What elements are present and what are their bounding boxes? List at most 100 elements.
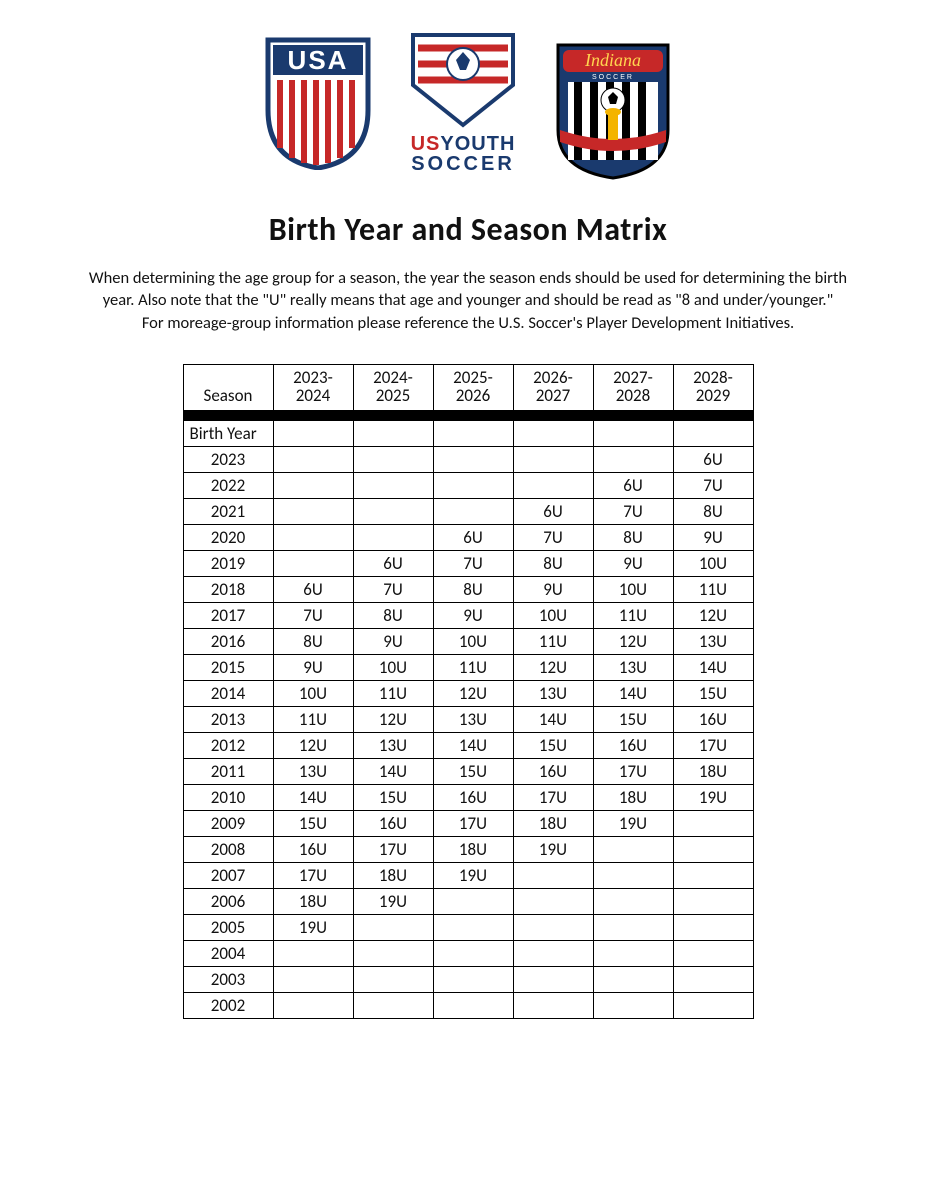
age-cell xyxy=(513,473,593,499)
age-cell: 16U xyxy=(513,759,593,785)
age-cell: 13U xyxy=(433,707,513,733)
season-column-header: 2023-2024 xyxy=(273,364,353,410)
age-cell: 11U xyxy=(513,629,593,655)
age-cell xyxy=(353,525,433,551)
birthyear-cell: 2015 xyxy=(183,655,273,681)
age-cell: 12U xyxy=(593,629,673,655)
age-cell xyxy=(673,941,753,967)
age-cell: 19U xyxy=(673,785,753,811)
age-cell: 10U xyxy=(353,655,433,681)
season-column-header: 2025-2026 xyxy=(433,364,513,410)
age-cell xyxy=(353,941,433,967)
age-cell: 10U xyxy=(433,629,513,655)
age-cell: 8U xyxy=(593,525,673,551)
age-cell xyxy=(673,915,753,941)
table-row: 200816U17U18U19U xyxy=(183,837,753,863)
age-cell: 10U xyxy=(673,551,753,577)
birthyear-cell: 2010 xyxy=(183,785,273,811)
birthyear-cell: 2017 xyxy=(183,603,273,629)
age-cell: 8U xyxy=(673,499,753,525)
age-cell: 11U xyxy=(433,655,513,681)
birthyear-cell: 2003 xyxy=(183,967,273,993)
table-header-row: Season2023-20242024-20252025-20262026-20… xyxy=(183,364,753,410)
age-cell: 8U xyxy=(353,603,433,629)
age-cell xyxy=(673,993,753,1019)
age-cell xyxy=(513,863,593,889)
age-cell: 18U xyxy=(593,785,673,811)
table-row: 201311U12U13U14U15U16U xyxy=(183,707,753,733)
usa-logo: USA xyxy=(258,30,378,170)
age-cell xyxy=(273,967,353,993)
table-row: 201113U14U15U16U17U18U xyxy=(183,759,753,785)
age-cell: 9U xyxy=(513,577,593,603)
age-cell xyxy=(593,837,673,863)
age-cell: 8U xyxy=(433,577,513,603)
age-cell: 6U xyxy=(593,473,673,499)
usyouth-crest-icon xyxy=(398,30,528,130)
season-column-header: 2027-2028 xyxy=(593,364,673,410)
age-cell: 13U xyxy=(353,733,433,759)
age-cell xyxy=(353,993,433,1019)
birthyear-cell: 2022 xyxy=(183,473,273,499)
empty-cell xyxy=(433,421,513,447)
birthyear-cell: 2007 xyxy=(183,863,273,889)
age-cell: 10U xyxy=(593,577,673,603)
age-cell xyxy=(353,499,433,525)
age-cell: 7U xyxy=(353,577,433,603)
age-cell: 9U xyxy=(593,551,673,577)
table-row: 200618U19U xyxy=(183,889,753,915)
age-cell xyxy=(353,447,433,473)
age-cell: 19U xyxy=(593,811,673,837)
birthyear-cell: 2021 xyxy=(183,499,273,525)
age-cell: 11U xyxy=(673,577,753,603)
age-cell: 15U xyxy=(433,759,513,785)
intro-line-3: For moreage-group information please ref… xyxy=(142,313,794,333)
age-cell xyxy=(593,967,673,993)
age-cell: 10U xyxy=(513,603,593,629)
table-row: 201014U15U16U17U18U19U xyxy=(183,785,753,811)
age-cell: 13U xyxy=(273,759,353,785)
age-cell: 19U xyxy=(353,889,433,915)
table-row: 20177U8U9U10U11U12U xyxy=(183,603,753,629)
separator-cell xyxy=(183,411,753,421)
season-column-header: 2028-2029 xyxy=(673,364,753,410)
page-title: Birth Year and Season Matrix xyxy=(0,210,936,249)
age-cell: 17U xyxy=(673,733,753,759)
age-cell xyxy=(273,525,353,551)
age-cell xyxy=(353,915,433,941)
age-cell xyxy=(513,993,593,1019)
age-cell: 8U xyxy=(273,629,353,655)
age-cell: 19U xyxy=(513,837,593,863)
age-cell: 6U xyxy=(673,447,753,473)
age-cell xyxy=(513,889,593,915)
age-cell: 9U xyxy=(273,655,353,681)
age-cell xyxy=(593,915,673,941)
usyouth-logo: USYOUTH SOCCER xyxy=(398,30,528,174)
logos-row: USA xyxy=(0,30,936,180)
empty-cell xyxy=(673,421,753,447)
table-row: 201212U13U14U15U16U17U xyxy=(183,733,753,759)
empty-cell xyxy=(593,421,673,447)
age-cell xyxy=(513,967,593,993)
age-cell: 8U xyxy=(513,551,593,577)
age-cell: 17U xyxy=(513,785,593,811)
table-row: 2003 xyxy=(183,967,753,993)
age-cell: 16U xyxy=(273,837,353,863)
age-cell xyxy=(513,915,593,941)
matrix-wrap: Season2023-20242024-20252025-20262026-20… xyxy=(0,364,936,1019)
age-cell: 10U xyxy=(273,681,353,707)
age-cell: 15U xyxy=(593,707,673,733)
age-cell xyxy=(433,447,513,473)
birthyear-cell: 2019 xyxy=(183,551,273,577)
age-cell xyxy=(593,941,673,967)
table-row: 201410U11U12U13U14U15U xyxy=(183,681,753,707)
age-cell xyxy=(673,863,753,889)
age-cell: 7U xyxy=(273,603,353,629)
age-cell: 14U xyxy=(513,707,593,733)
intro-line-2: year. Also note that the "U" really mean… xyxy=(103,290,833,310)
age-cell xyxy=(593,993,673,1019)
age-cell: 6U xyxy=(433,525,513,551)
season-column-header: 2026-2027 xyxy=(513,364,593,410)
svg-text:Indiana: Indiana xyxy=(584,50,641,70)
age-cell: 15U xyxy=(353,785,433,811)
